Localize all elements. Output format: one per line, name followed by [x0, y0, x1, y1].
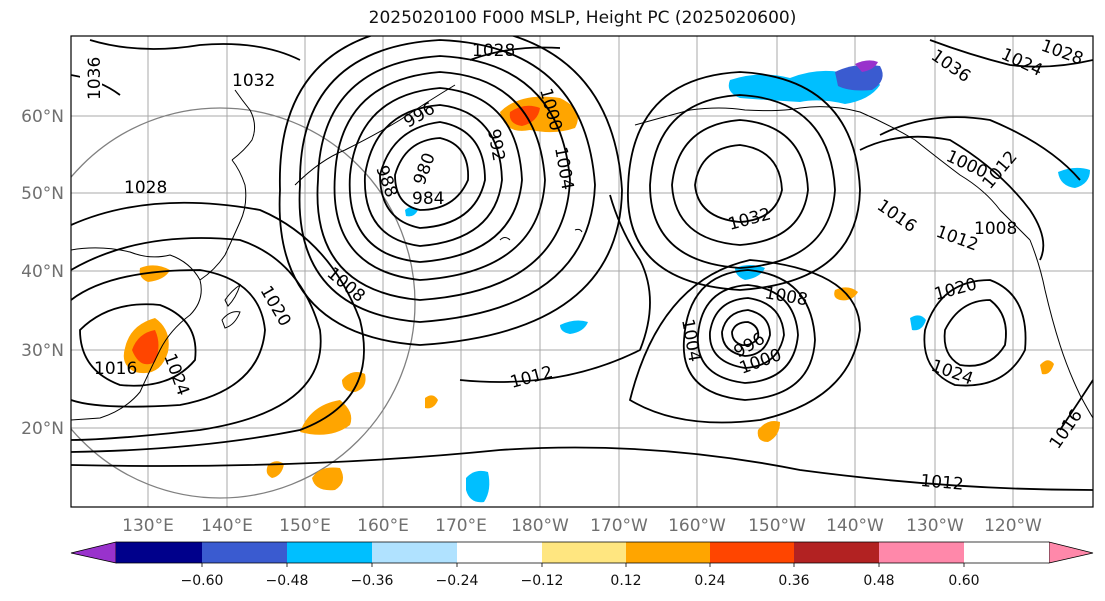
lon-label: 150°E: [279, 516, 331, 536]
isobar-label: 1008: [974, 219, 1017, 239]
isobar-label: 1016: [94, 359, 137, 379]
colorbar-tick-label: 0.24: [694, 573, 725, 589]
colorbar-tick-label: −0.60: [181, 573, 224, 589]
colorbar-segment: [964, 542, 1049, 563]
colorbar-tick-label: −0.24: [436, 573, 479, 589]
colorbar-segment: [710, 542, 794, 563]
lon-label: 170°W: [590, 516, 648, 536]
latitude-labels: 60°N 50°N 40°N 30°N 20°N: [21, 107, 64, 439]
lon-label: 180°W: [511, 516, 569, 536]
isobar-label: 1012: [920, 471, 965, 495]
lon-label: 120°W: [984, 516, 1042, 536]
colorbar-tick-label: 0.12: [610, 573, 641, 589]
map-title: 2025020100 F000 MSLP, Height PC (2025020…: [368, 8, 797, 28]
reference-circle: [71, 107, 416, 499]
isobar-label: 1036: [85, 57, 105, 100]
colorbar-tick-label: −0.48: [266, 573, 309, 589]
lon-label: 130°E: [122, 516, 174, 536]
colorbar-low-extension: [70, 541, 117, 564]
colorbar-segment: [879, 542, 964, 563]
colorbar-tick-label: 0.36: [778, 573, 809, 589]
lat-label: 50°N: [21, 184, 64, 204]
anomaly-shading: [123, 60, 1090, 503]
lat-label: 60°N: [21, 107, 64, 127]
colorbar-segment: [794, 542, 879, 563]
lon-label: 130°W: [906, 516, 964, 536]
colorbar-segment: [542, 542, 626, 563]
colorbar-tick-label: −0.36: [351, 573, 394, 589]
isobar-label: 1028: [472, 41, 515, 61]
colorbar: −0.60 −0.48 −0.36 −0.24 −0.12 0.12 0.24 …: [70, 541, 1094, 589]
lon-label: 140°W: [826, 516, 884, 536]
lat-label: 40°N: [21, 262, 64, 282]
colorbar-tick-label: 0.48: [863, 573, 894, 589]
colorbar-segment: [287, 542, 372, 563]
colorbar-segment: [202, 542, 287, 563]
lon-label: 160°E: [357, 516, 409, 536]
colorbar-segment: [626, 542, 710, 563]
isobar-contours: [71, 36, 1093, 491]
lat-label: 30°N: [21, 341, 64, 361]
colorbar-segment: [372, 542, 457, 563]
colorbar-segment: [116, 542, 202, 563]
map-frame: [70, 35, 1094, 508]
isobar-label: 984: [412, 189, 444, 209]
colorbar-high-extension: [1048, 541, 1094, 564]
lon-label: 140°E: [201, 516, 253, 536]
lon-label: 170°E: [435, 516, 487, 536]
colorbar-tick-label: −0.12: [521, 573, 564, 589]
lon-label: 160°W: [668, 516, 726, 536]
lat-label: 20°N: [21, 419, 64, 439]
isobar-label: 1028: [124, 178, 167, 198]
isobar-label: 1032: [232, 71, 275, 91]
colorbar-segment: [457, 542, 542, 563]
lon-label: 150°W: [748, 516, 806, 536]
colorbar-tick-label: 0.60: [948, 573, 979, 589]
longitude-labels: 130°E 140°E 150°E 160°E 170°E 180°W 170°…: [122, 516, 1042, 536]
